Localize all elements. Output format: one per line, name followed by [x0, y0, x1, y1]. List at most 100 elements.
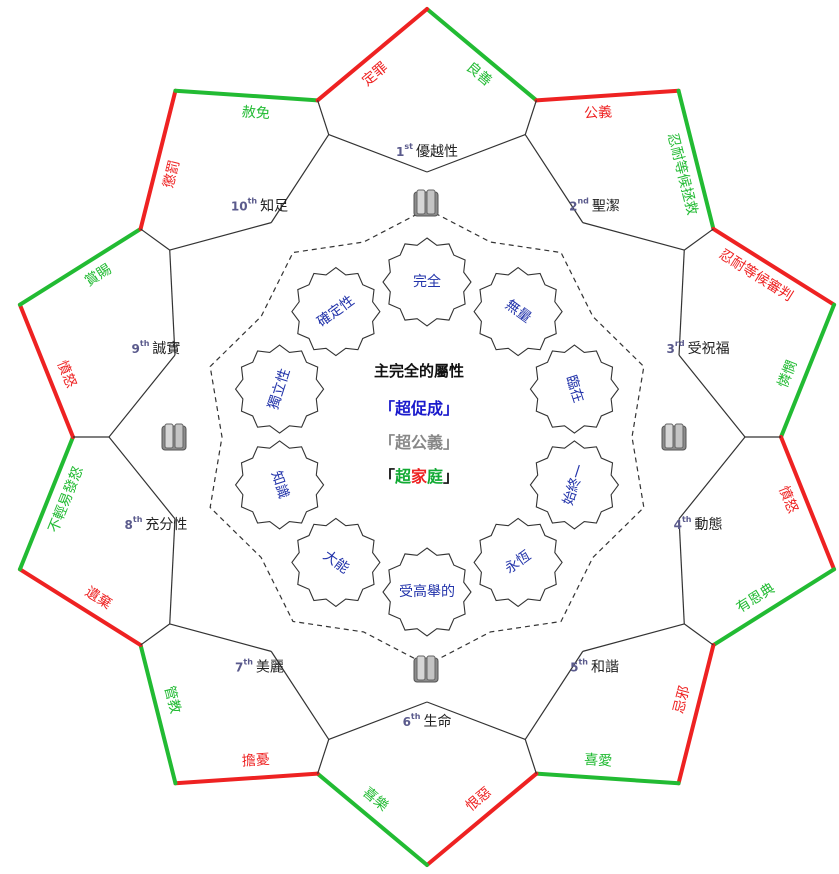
center-line-3-char-3: 庭	[427, 467, 444, 486]
sector-label: 6th 生命	[403, 712, 452, 731]
center-block: 主完全的屬性 「超促成」 「超公義」 「超家庭」	[339, 360, 499, 497]
inner-edge	[678, 518, 685, 624]
sector-label: 4th 動態	[674, 515, 723, 534]
edge-label: 忌邪	[671, 684, 693, 715]
sector-number: 2	[569, 199, 577, 213]
sector-number: 5	[570, 660, 578, 674]
inner-attribute: 獨立性	[234, 344, 325, 434]
inner-edge	[678, 436, 746, 520]
outer-edge	[138, 88, 178, 231]
sector-name: 美麗	[256, 660, 284, 676]
center-title: 主完全的屬性	[373, 362, 464, 380]
inner-edge	[108, 354, 176, 438]
inner-edge	[169, 623, 272, 652]
edge-label: 憤怒	[54, 358, 79, 390]
sector-ordinal: th	[682, 515, 692, 524]
seal-badge	[291, 517, 381, 608]
seal-badge	[382, 547, 472, 637]
outer-edge	[711, 226, 837, 307]
inner-edge	[169, 222, 272, 251]
center-line-3: 「超家庭」	[339, 463, 499, 487]
outer-edge	[173, 771, 320, 786]
outer-edge	[17, 226, 143, 307]
inner-attribute: 完全	[382, 237, 472, 327]
sector-name: 誠實	[152, 340, 180, 357]
sector-text: 4th 動態	[674, 515, 723, 534]
sector-label: 2nd 聖潔	[569, 196, 620, 215]
edge-label: 管教	[161, 684, 183, 715]
center-line-3-char-2: 家	[410, 467, 427, 486]
edge-label: 不輕易發怒	[46, 464, 87, 535]
sector-text: 9th 誠實	[132, 338, 181, 357]
inner-edge	[524, 651, 584, 740]
sector-text: 7th 美麗	[235, 657, 284, 676]
seal-badge	[234, 440, 325, 530]
edge-label: 憤怒	[775, 484, 800, 516]
sector-number: 6	[403, 715, 411, 729]
outer-edge	[534, 771, 681, 786]
outer-edge	[17, 567, 143, 648]
seal-badge	[473, 266, 563, 357]
sector-text: 1st 優越性	[396, 142, 458, 161]
seal-badge	[529, 344, 620, 434]
sector-text: 5th 和諧	[570, 657, 619, 676]
sector-ordinal: th	[133, 515, 143, 524]
book-icon	[661, 423, 687, 451]
sector-name: 生命	[423, 713, 451, 730]
center-line-1: 「超促成」	[339, 395, 499, 419]
inner-edge	[582, 623, 685, 652]
sector-divider	[683, 623, 714, 646]
inner-attribute: 始終一	[529, 440, 620, 530]
sector-text: 3rd 受祝福	[667, 338, 730, 357]
inner-edge	[169, 518, 176, 624]
bracket-open: 「	[378, 467, 395, 486]
inner-edge	[678, 250, 685, 356]
edge-label: 赦免	[241, 103, 270, 122]
inner-edge	[328, 701, 428, 740]
inner-edge	[524, 134, 584, 223]
inner-attribute: 受高舉的	[382, 547, 472, 637]
outer-edge	[711, 567, 837, 648]
seal-badge	[234, 344, 325, 434]
inner-attribute: 臨在	[529, 344, 620, 434]
bracket-close: 」	[443, 433, 460, 452]
inner-edge	[678, 354, 746, 438]
bracket-close: 」	[443, 467, 460, 486]
sector-text: 6th 生命	[403, 712, 452, 731]
bracket-open: 「	[378, 433, 395, 452]
sector-divider	[140, 228, 171, 251]
sector-label: 7th 美麗	[235, 657, 284, 676]
sector-name: 優越性	[416, 144, 458, 160]
sector-text: 2nd 聖潔	[569, 196, 620, 215]
inner-edge	[426, 134, 526, 173]
outer-edge	[779, 302, 837, 439]
edge-label: 忍耐等候拯救	[664, 131, 701, 217]
outer-edge	[425, 7, 539, 103]
outer-edge	[425, 771, 539, 867]
outer-star-outline	[17, 7, 837, 867]
inner-edge	[582, 222, 685, 251]
sector-label: 8th 充分性	[125, 515, 188, 534]
edge-label: 公義	[584, 103, 613, 122]
sector-divider	[524, 739, 537, 774]
sector-name: 充分性	[145, 517, 187, 533]
sector-name: 和諧	[591, 660, 619, 676]
sector-name: 受祝福	[688, 341, 730, 357]
center-line-3-char-1: 超	[394, 467, 411, 486]
seal-badge	[473, 517, 563, 608]
sector-divider	[317, 739, 330, 774]
sector-ordinal: th	[578, 657, 588, 666]
inner-edge	[270, 134, 330, 223]
sector-ordinal: th	[140, 338, 150, 347]
sector-divider	[683, 228, 714, 251]
sector-number: 10	[231, 199, 248, 213]
outer-edge	[534, 88, 681, 103]
outer-edge	[676, 643, 716, 786]
outer-edge	[779, 435, 837, 572]
book-icon	[161, 423, 187, 451]
bracket-close: 」	[443, 399, 460, 418]
outer-edge	[138, 643, 178, 786]
sector-ordinal: rd	[675, 338, 685, 347]
